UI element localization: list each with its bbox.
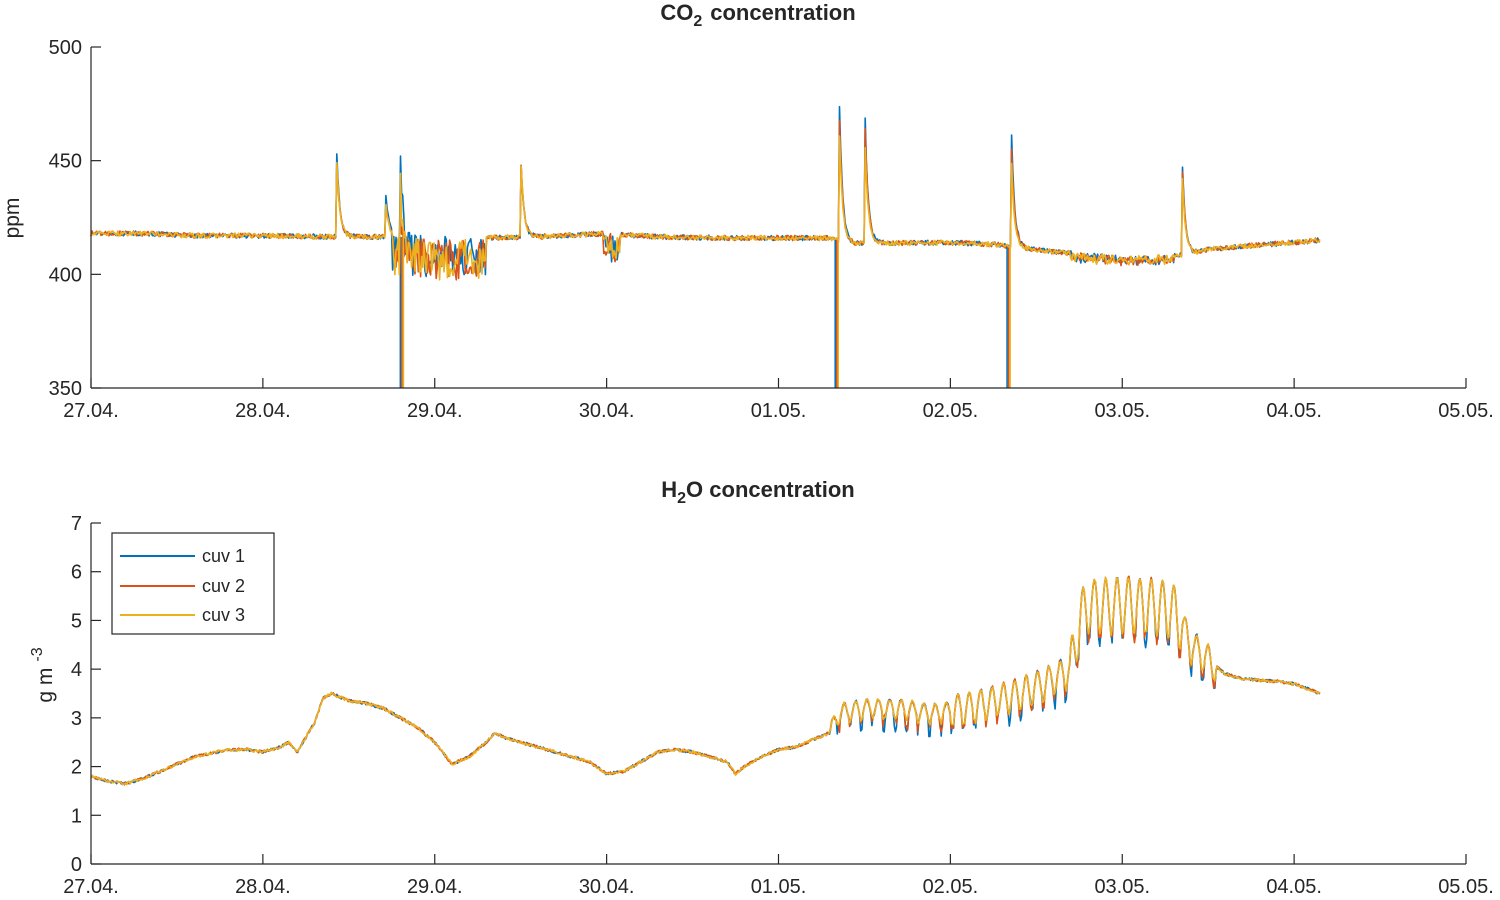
series-line-cuv-1 bbox=[90, 105, 1321, 278]
x-tick-label: 30.04. bbox=[579, 400, 635, 422]
co2-series-layer bbox=[90, 105, 1321, 388]
y-tick-label: 2 bbox=[71, 757, 82, 779]
x-tick-label: 29.04. bbox=[407, 876, 463, 898]
x-tick-label: 01.05. bbox=[751, 400, 807, 422]
legend-label-cuv-3: cuv 3 bbox=[202, 605, 245, 625]
x-tick-label: 29.04. bbox=[407, 400, 463, 422]
y-tick-label: 5 bbox=[71, 610, 82, 632]
y-tick-label: 4 bbox=[71, 659, 82, 681]
y-tick-label: 1 bbox=[71, 805, 82, 827]
y-tick-label: 400 bbox=[49, 264, 82, 286]
x-tick-label: 02.05. bbox=[923, 876, 979, 898]
y-tick-label: 450 bbox=[49, 151, 82, 173]
h2o-series-layer bbox=[90, 575, 1321, 786]
y-tick-label: 6 bbox=[71, 562, 82, 584]
series-line-cuv-1 bbox=[90, 576, 1321, 786]
y-tick-label: 500 bbox=[49, 37, 82, 59]
x-tick-label: 04.05. bbox=[1266, 400, 1322, 422]
legend: cuv 1 cuv 2 cuv 3 bbox=[111, 532, 275, 635]
y-tick-label: 350 bbox=[49, 378, 82, 400]
y-tick-label: 3 bbox=[71, 708, 82, 730]
series-line-cuv-3 bbox=[90, 576, 1321, 786]
x-tick-label: 28.04. bbox=[235, 876, 291, 898]
x-tick-label: 03.05. bbox=[1094, 876, 1150, 898]
series-line-cuv-2 bbox=[90, 575, 1321, 786]
h2o-y-axis-label: g m-3 bbox=[29, 647, 57, 702]
x-tick-label: 28.04. bbox=[235, 400, 291, 422]
x-tick-label: 30.04. bbox=[579, 876, 635, 898]
x-tick-label: 02.05. bbox=[923, 400, 979, 422]
legend-label-cuv-1: cuv 1 bbox=[202, 546, 245, 566]
co2-chart: CO2 concentration ppm 350 400 450 500 27.04. 2… bbox=[1, 0, 1494, 422]
y-tick-label: 0 bbox=[71, 854, 82, 876]
x-tick-label: 01.05. bbox=[751, 876, 807, 898]
x-tick-label: 04.05. bbox=[1266, 876, 1322, 898]
h2o-axes: 0 1 2 3 4 5 6 7 27.04. 28.04. 29.04. 30.04. 01.05. 02… bbox=[63, 513, 1494, 898]
x-tick-label: 03.05. bbox=[1094, 400, 1150, 422]
x-tick-label: 05.05. bbox=[1438, 400, 1494, 422]
h2o-chart-title: H2O concentration bbox=[661, 477, 854, 507]
legend-label-cuv-2: cuv 2 bbox=[202, 576, 245, 596]
x-tick-label: 05.05. bbox=[1438, 876, 1494, 898]
x-tick-label: 27.04. bbox=[63, 876, 119, 898]
x-tick-label: 27.04. bbox=[63, 400, 119, 422]
co2-axes: 350 400 450 500 27.04. 28.04. 29.04. 30.04. 01.0… bbox=[49, 37, 1494, 422]
y-tick-label: 7 bbox=[71, 513, 82, 535]
co2-y-axis-label: ppm bbox=[1, 198, 24, 239]
co2-chart-title: CO2 concentration bbox=[660, 0, 855, 30]
legend-box bbox=[111, 532, 275, 635]
h2o-chart: H2O concentration g m-3 0 1 2 3 4 5 6 7 27.04. 28… bbox=[29, 477, 1494, 898]
series-line-cuv-3 bbox=[90, 135, 1321, 281]
